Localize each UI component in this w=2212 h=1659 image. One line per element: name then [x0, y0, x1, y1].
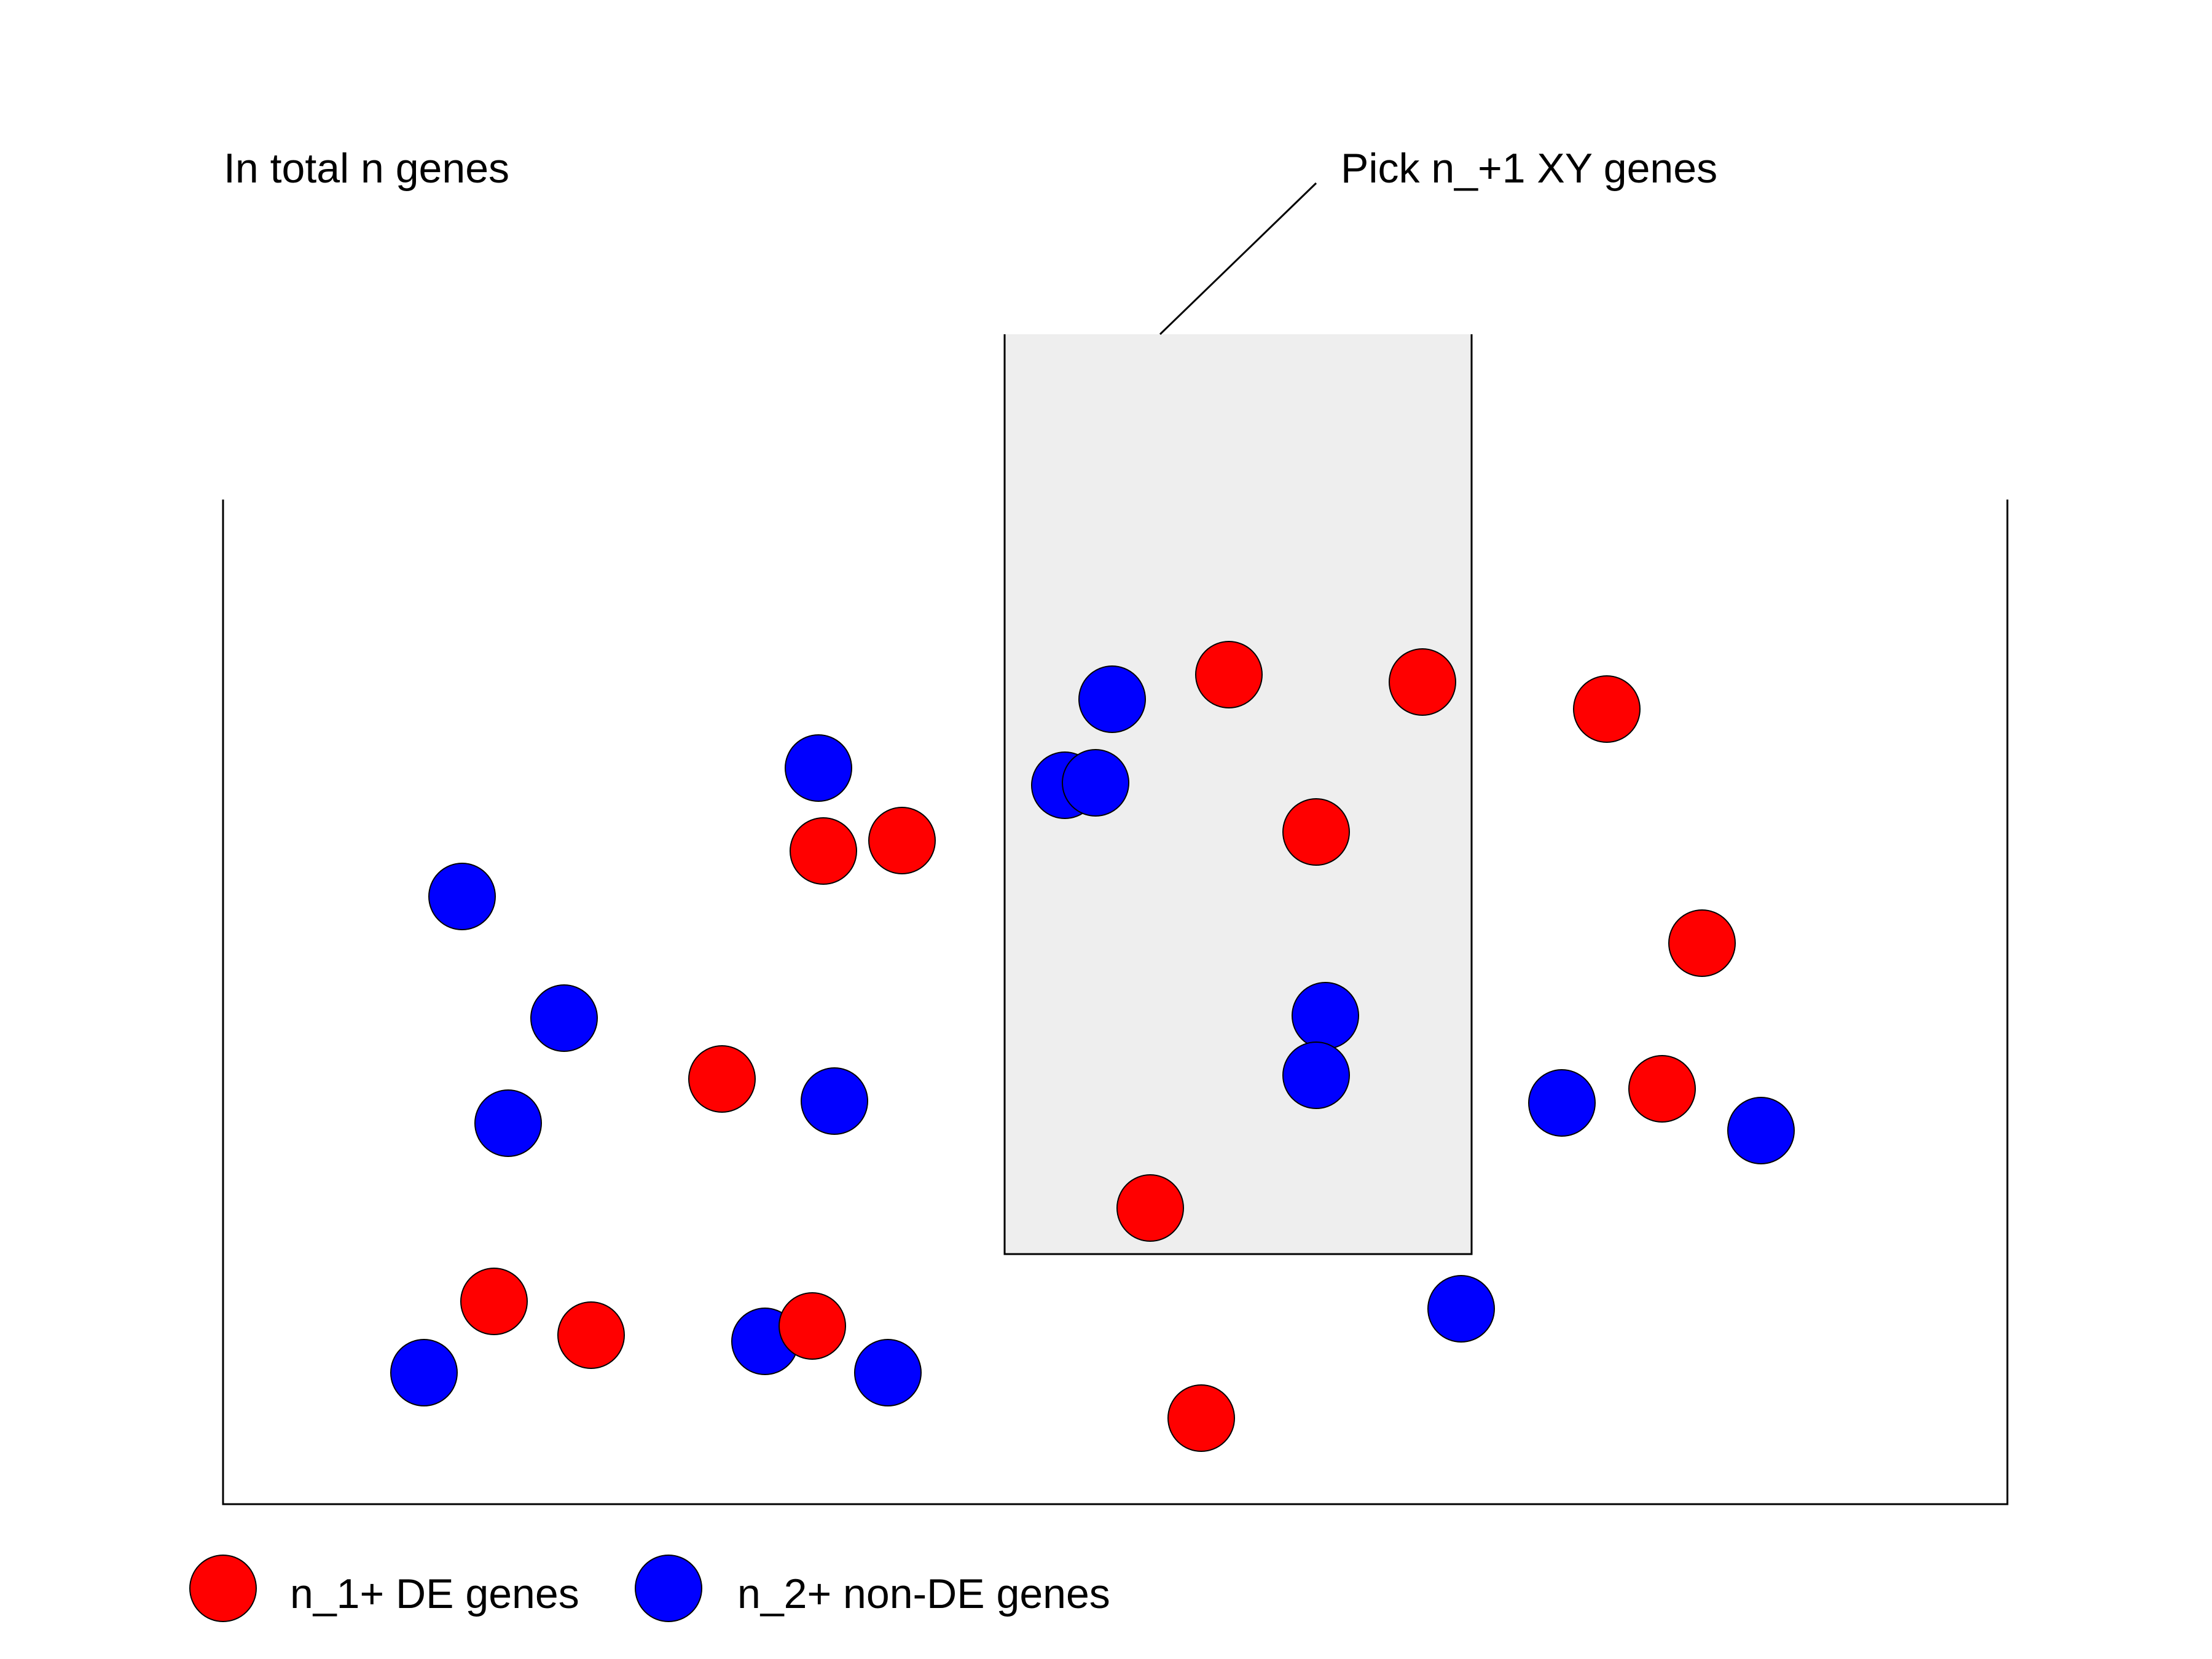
- legend-nonde-marker: [635, 1555, 702, 1622]
- de-gene-dot: [1282, 798, 1350, 866]
- gene-pool-container: [222, 500, 2009, 1505]
- de-gene-dot: [779, 1292, 846, 1360]
- de-gene-dot: [688, 1045, 756, 1113]
- genes-group: [390, 641, 1795, 1452]
- de-gene-dot: [557, 1301, 625, 1369]
- non-de-gene-dot: [1528, 1069, 1596, 1137]
- non-de-gene-dot: [474, 1089, 542, 1157]
- total-genes-label: In total n genes: [224, 145, 510, 192]
- pick-genes-label: Pick n_+1 XY genes: [1341, 145, 1718, 192]
- legend-de-marker: [189, 1555, 257, 1622]
- non-de-gene-dot: [390, 1339, 458, 1406]
- non-de-gene-dot: [1062, 749, 1129, 817]
- de-gene-dot: [868, 807, 936, 874]
- selection-box-border: [1003, 334, 1473, 1255]
- non-de-gene-dot: [1282, 1041, 1350, 1109]
- non-de-gene-dot: [1427, 1275, 1495, 1343]
- non-de-gene-dot: [1292, 982, 1359, 1049]
- de-gene-dot: [1628, 1055, 1696, 1123]
- non-de-gene-dot: [1727, 1097, 1795, 1164]
- non-de-gene-dot: [785, 734, 852, 802]
- de-gene-dot: [1389, 648, 1456, 716]
- legend-de-label: n_1+ DE genes: [290, 1571, 579, 1617]
- non-de-gene-dot: [801, 1067, 868, 1135]
- non-de-gene-dot: [1078, 665, 1146, 733]
- de-gene-dot: [1573, 675, 1641, 743]
- callout-line: [1159, 182, 1317, 335]
- legend-nonde-label: n_2+ non-DE genes: [737, 1571, 1110, 1617]
- non-de-gene-dot: [428, 863, 496, 930]
- de-gene-dot: [1116, 1174, 1184, 1242]
- non-de-gene-dot: [530, 984, 598, 1052]
- de-gene-dot: [790, 817, 857, 885]
- de-gene-dot: [1167, 1384, 1235, 1452]
- de-gene-dot: [460, 1268, 528, 1335]
- de-gene-dot: [1195, 641, 1263, 708]
- non-de-gene-dot: [854, 1339, 922, 1406]
- de-gene-dot: [1668, 909, 1736, 977]
